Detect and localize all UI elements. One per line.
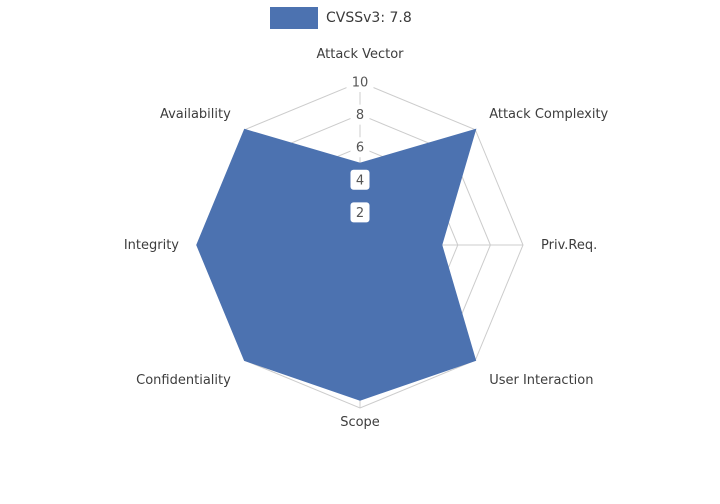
radial-tick: 4 — [350, 169, 370, 190]
legend-swatch — [270, 7, 318, 29]
svg-text:2: 2 — [356, 206, 364, 221]
axis-label: Attack Complexity — [489, 107, 608, 122]
axis-label: Scope — [340, 415, 380, 430]
svg-text:10: 10 — [352, 76, 369, 91]
legend-label: CVSSv3: 7.8 — [326, 10, 412, 26]
radial-tick: 2 — [350, 202, 370, 223]
radial-tick: 8 — [350, 104, 370, 125]
radar-series-polygon — [196, 128, 477, 401]
axis-label: User Interaction — [489, 373, 593, 388]
radial-tick: 10 — [346, 72, 374, 92]
legend: CVSSv3: 7.8 — [270, 7, 412, 29]
svg-text:8: 8 — [356, 108, 364, 123]
svg-text:6: 6 — [356, 141, 364, 156]
svg-text:4: 4 — [356, 173, 364, 188]
axis-label: Availability — [160, 107, 231, 122]
axis-label: Integrity — [124, 238, 179, 253]
axis-label: Attack Vector — [316, 47, 404, 62]
axis-label: Confidentiality — [136, 373, 231, 388]
radial-tick: 6 — [350, 137, 370, 158]
axis-label: Priv.Req. — [541, 238, 597, 253]
